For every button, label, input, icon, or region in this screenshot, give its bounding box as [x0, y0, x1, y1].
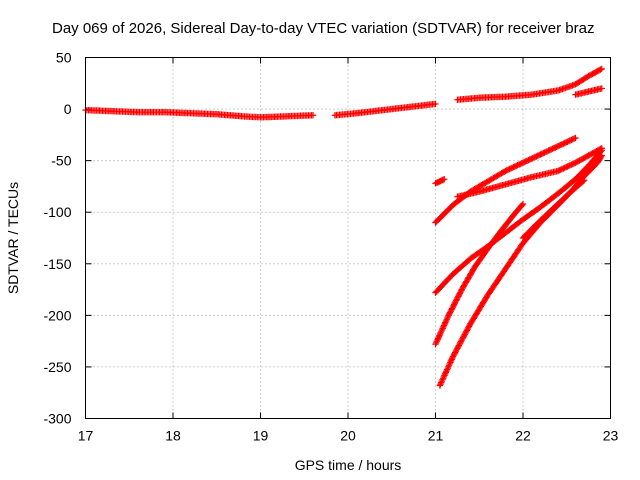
data-point: [598, 65, 605, 73]
data-point-run: [554, 135, 578, 150]
y-tick-label: -200: [43, 307, 71, 323]
x-axis-label: GPS time / hours: [295, 457, 402, 473]
series-s8: [432, 200, 527, 348]
data-point-run: [519, 218, 543, 242]
data-point-run: [554, 160, 578, 175]
y-tick-label: 50: [56, 50, 72, 66]
data-point-run: [585, 66, 604, 80]
data-point-run: [554, 177, 578, 197]
series-s3: [572, 85, 605, 98]
data-point-run: [445, 287, 465, 319]
x-tick-label: 21: [428, 428, 444, 444]
data-point-run: [484, 168, 508, 185]
data-point-run: [528, 87, 560, 98]
data-point-run: [511, 201, 526, 218]
series-s7: [432, 147, 605, 296]
data-point-run: [353, 107, 385, 117]
y-tick-label: -250: [43, 359, 71, 375]
y-tick-label: -300: [43, 411, 71, 427]
series-s9: [436, 152, 605, 389]
y-tick-label: -50: [51, 153, 71, 169]
data-point-run: [449, 321, 473, 360]
x-tick-label: 19: [253, 428, 269, 444]
data-point-run: [572, 73, 591, 88]
data-point-run: [585, 85, 604, 95]
x-tick-label: 20: [340, 428, 356, 444]
data-point-run: [537, 201, 561, 224]
data-layer: [82, 65, 605, 389]
x-tick-label: 18: [165, 428, 181, 444]
series-s2: [454, 65, 605, 103]
series-s10: [519, 177, 588, 242]
data-point-run: [432, 313, 452, 348]
data-point-run: [519, 204, 543, 223]
data-point-run: [432, 272, 456, 296]
tick-layer: 17 18 19 20 21 22 23 50 0 -50 -100 -150 -200 -250 -300: [43, 50, 618, 444]
y-axis-label: SDTVAR / TECUs: [5, 182, 21, 294]
data-point-run: [585, 145, 604, 159]
x-tick-label: 17: [78, 428, 94, 444]
data-point-run: [476, 181, 508, 195]
data-point-run: [331, 110, 359, 119]
data-point-run: [484, 267, 508, 298]
data-point: [441, 176, 448, 183]
data-point-run: [554, 81, 578, 94]
data-point: [581, 177, 588, 184]
data-point-run: [379, 104, 411, 114]
data-point-run: [528, 168, 560, 181]
data-point-run: [537, 191, 560, 211]
data-point-run: [502, 241, 526, 273]
data-point-run: [502, 91, 534, 100]
data-point-run: [432, 202, 456, 226]
data-point-run: [572, 163, 591, 183]
data-point-run: [519, 151, 543, 166]
y-tick-label: -150: [43, 256, 71, 272]
data-point-run: [554, 189, 574, 208]
data-point-run: [213, 111, 245, 120]
data-point: [598, 85, 605, 92]
data-point: [598, 152, 605, 159]
series-s1b: [331, 100, 439, 119]
data-point-run: [436, 354, 456, 389]
data-point-run: [594, 153, 605, 166]
data-point-run: [572, 88, 591, 98]
data-point-run: [458, 265, 478, 293]
data-point-run: [585, 148, 604, 169]
x-tick-label: 22: [515, 428, 531, 444]
chart-title: Day 069 of 2026, Sidereal Day-to-day VTE…: [52, 20, 594, 37]
data-point-run: [497, 212, 517, 234]
data-point-run: [471, 246, 491, 271]
data-point-run: [449, 256, 473, 278]
y-tick-label: 0: [64, 101, 72, 117]
data-point-run: [567, 178, 587, 195]
x-tick-label: 23: [603, 428, 619, 444]
data-point-run: [581, 160, 600, 180]
series-s1a: [82, 106, 317, 121]
data-point-run: [502, 160, 525, 175]
data-point-run: [572, 153, 591, 166]
data-point: [309, 112, 317, 119]
data-point-run: [467, 292, 491, 327]
data-point: [519, 200, 527, 208]
series-s4: [432, 176, 448, 187]
data-point: [572, 134, 579, 142]
series-s5: [432, 134, 579, 226]
data-point-run: [454, 188, 481, 200]
data-point-run: [454, 94, 481, 103]
data-point: [432, 100, 439, 108]
y-tick-label: -100: [43, 204, 71, 220]
plot-frame: [85, 57, 611, 419]
data-point-run: [484, 228, 504, 252]
data-point-run: [502, 174, 534, 188]
data-point-run: [502, 217, 525, 236]
data-point-run: [537, 143, 560, 158]
